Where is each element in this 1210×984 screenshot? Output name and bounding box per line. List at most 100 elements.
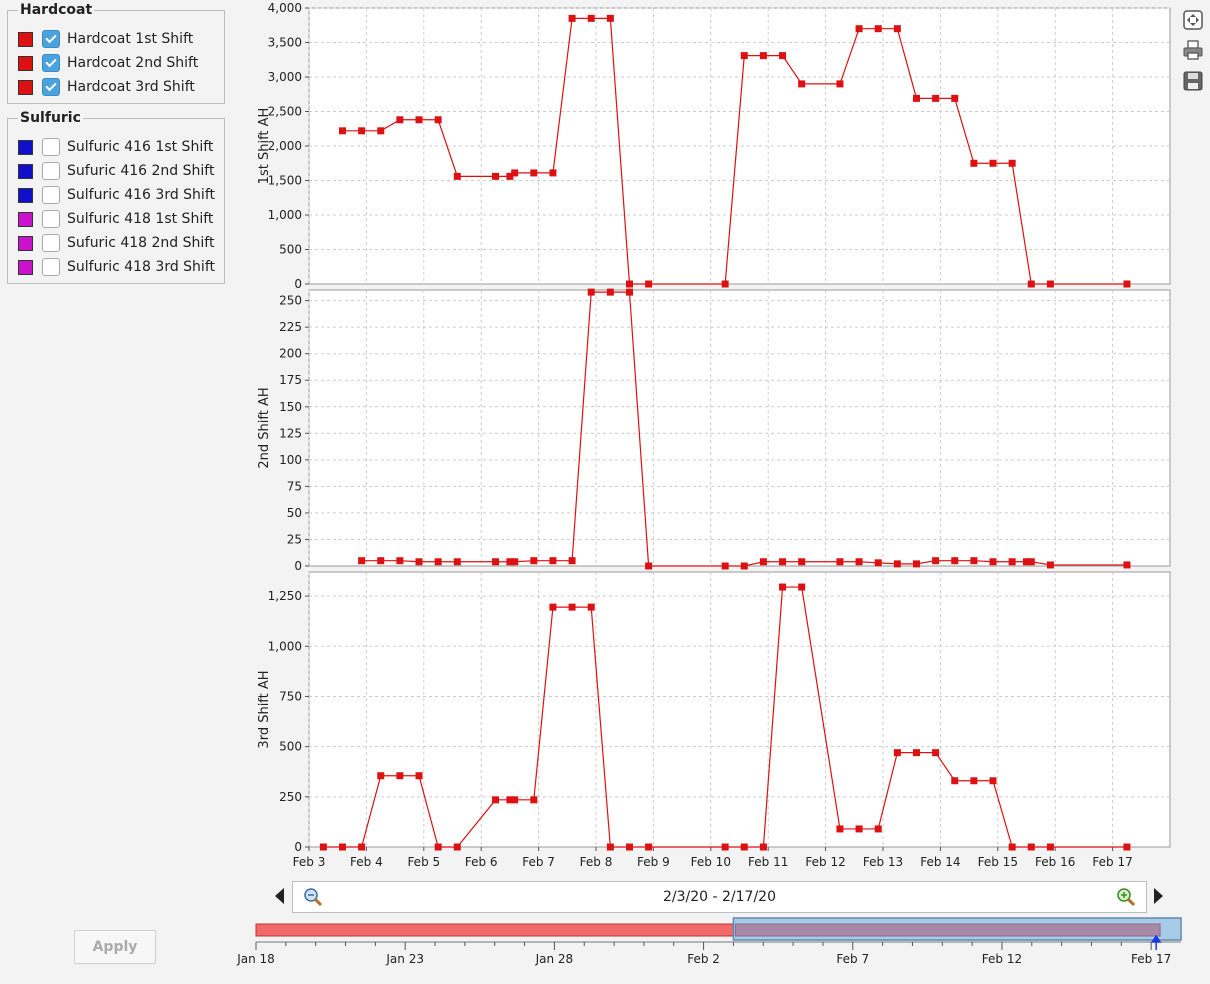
overview-tick-label: Jan 18 bbox=[236, 952, 275, 966]
data-point bbox=[721, 843, 729, 851]
data-point bbox=[319, 843, 327, 851]
series-checkbox[interactable] bbox=[42, 210, 60, 228]
data-point bbox=[1046, 843, 1054, 851]
series-checkbox[interactable] bbox=[42, 258, 60, 276]
data-point bbox=[970, 777, 978, 785]
chart-1st-shift[interactable]: 0 500 1,000 1,500 2,000 2,500 3,000 3,500 4,000 1… bbox=[257, 1, 1171, 291]
data-point bbox=[798, 583, 806, 591]
y-tick-label: 1,500 bbox=[268, 174, 302, 188]
data-point bbox=[506, 796, 514, 804]
legend-item-hardcoat-3rd[interactable]: Hardcoat 3rd Shift bbox=[18, 76, 195, 98]
data-point bbox=[759, 558, 767, 566]
series-checkbox[interactable] bbox=[42, 78, 60, 96]
series-checkbox[interactable] bbox=[42, 54, 60, 72]
x-tick-label: Feb 9 bbox=[637, 855, 670, 869]
series-checkbox[interactable] bbox=[42, 162, 60, 180]
print-icon[interactable] bbox=[1182, 39, 1204, 61]
x-tick-label: Feb 13 bbox=[863, 855, 903, 869]
y-tick-label: 500 bbox=[279, 243, 302, 257]
data-point bbox=[338, 843, 346, 851]
legend-item-sulfuric-418-3rd[interactable]: Sulfuric 418 3rd Shift bbox=[18, 256, 215, 278]
x-tick-label: Feb 3 bbox=[293, 855, 326, 869]
series-color-swatch bbox=[18, 259, 33, 275]
data-point bbox=[740, 843, 748, 851]
sulfuric-group: Sulfuric Sulfuric 416 1st Shift Sufuric … bbox=[7, 110, 225, 284]
data-point bbox=[549, 603, 557, 611]
nav-right-arrow-icon[interactable] bbox=[1152, 886, 1166, 906]
zoom-in-icon[interactable] bbox=[1116, 887, 1136, 907]
overview-tick-label: Feb 17 bbox=[1131, 952, 1171, 966]
data-point bbox=[721, 562, 729, 570]
y-tick-label: 75 bbox=[287, 479, 302, 493]
save-icon[interactable] bbox=[1182, 70, 1204, 92]
plot-area bbox=[308, 289, 1171, 567]
series-checkbox[interactable] bbox=[42, 30, 60, 48]
data-point bbox=[625, 280, 633, 288]
series-checkbox[interactable] bbox=[42, 234, 60, 252]
overview-tick-label: Feb 2 bbox=[687, 952, 720, 966]
data-point bbox=[970, 159, 978, 167]
x-tick-label: Feb 12 bbox=[805, 855, 845, 869]
legend-item-label: Sufuric 416 2nd Shift bbox=[67, 163, 215, 179]
data-point bbox=[721, 280, 729, 288]
legend-item-sulfuric-418-1st[interactable]: Sulfuric 418 1st Shift bbox=[18, 208, 213, 230]
x-tick-label: Feb 11 bbox=[748, 855, 788, 869]
data-point bbox=[874, 559, 882, 567]
overview-selected-data-bar bbox=[734, 923, 1161, 937]
nav-left-arrow-icon[interactable] bbox=[272, 886, 286, 906]
data-point bbox=[396, 116, 404, 124]
chart-3rd-shift[interactable]: 0 250 500 750 1,000 1,250 3rd Shift AH Feb 3 Feb… bbox=[257, 571, 1171, 869]
data-point bbox=[434, 558, 442, 566]
x-tick-label: Feb 7 bbox=[522, 855, 555, 869]
data-point bbox=[1027, 843, 1035, 851]
series-color-swatch bbox=[18, 235, 33, 251]
zoom-out-icon[interactable] bbox=[303, 887, 323, 907]
legend-item-hardcoat-2nd[interactable]: Hardcoat 2nd Shift bbox=[18, 52, 198, 74]
y-tick-label: 2,500 bbox=[268, 105, 302, 119]
legend-item-sulfuric-416-2nd[interactable]: Sufuric 416 2nd Shift bbox=[18, 160, 214, 182]
chart-2nd-shift[interactable]: 0 25 50 75 100 125 150 175 200 225 250 2nd Shift AH bbox=[257, 288, 1171, 573]
legend-item-sulfuric-418-2nd[interactable]: Sufuric 418 2nd Shift bbox=[18, 232, 214, 254]
data-point bbox=[740, 52, 748, 60]
apply-button[interactable]: Apply bbox=[74, 930, 156, 964]
data-point bbox=[855, 825, 863, 833]
x-tick-label: Feb 16 bbox=[1035, 855, 1075, 869]
hardcoat-group-title: Hardcoat bbox=[18, 2, 95, 18]
range-navigator[interactable]: 2/3/20 - 2/17/20 bbox=[292, 881, 1147, 913]
data-point bbox=[453, 843, 461, 851]
data-point bbox=[970, 557, 978, 565]
y-tick-label: 25 bbox=[287, 532, 302, 546]
legend-item-hardcoat-1st[interactable]: Hardcoat 1st Shift bbox=[18, 28, 193, 50]
legend-item-sulfuric-416-1st[interactable]: Sulfuric 416 1st Shift bbox=[18, 136, 213, 158]
data-point bbox=[492, 796, 500, 804]
x-tick-label: Feb 15 bbox=[978, 855, 1018, 869]
y-tick-label: 175 bbox=[279, 373, 302, 387]
y-tick-label: 100 bbox=[279, 453, 302, 467]
data-point bbox=[625, 288, 633, 296]
legend-item-label: Hardcoat 3rd Shift bbox=[67, 79, 195, 95]
data-point bbox=[549, 169, 557, 177]
x-tick-label: Feb 4 bbox=[350, 855, 383, 869]
legend-item-sulfuric-416-3rd[interactable]: Sulfuric 416 3rd Shift bbox=[18, 184, 215, 206]
data-point bbox=[453, 172, 461, 180]
data-point bbox=[358, 843, 366, 851]
data-point bbox=[989, 777, 997, 785]
data-point bbox=[874, 25, 882, 33]
legend-item-label: Hardcoat 2nd Shift bbox=[67, 55, 199, 71]
data-point bbox=[893, 560, 901, 568]
series-checkbox[interactable] bbox=[42, 186, 60, 204]
zoom-fit-icon[interactable] bbox=[1182, 9, 1204, 31]
y-tick-label: 50 bbox=[287, 506, 302, 520]
legend-item-label: Sufuric 418 2nd Shift bbox=[67, 235, 215, 251]
x-tick-label: Feb 10 bbox=[691, 855, 731, 869]
overview-tick-label: Jan 28 bbox=[535, 952, 574, 966]
data-point bbox=[779, 52, 787, 60]
overview-timeline[interactable]: Jan 18 Jan 23 Jan 28 Feb 2 Feb 7 Feb 12 Feb 17 bbox=[236, 917, 1182, 966]
data-point bbox=[932, 94, 940, 102]
data-point bbox=[568, 603, 576, 611]
data-point bbox=[568, 557, 576, 565]
data-point bbox=[779, 558, 787, 566]
series-checkbox[interactable] bbox=[42, 138, 60, 156]
legend-item-label: Sulfuric 418 1st Shift bbox=[67, 211, 214, 227]
